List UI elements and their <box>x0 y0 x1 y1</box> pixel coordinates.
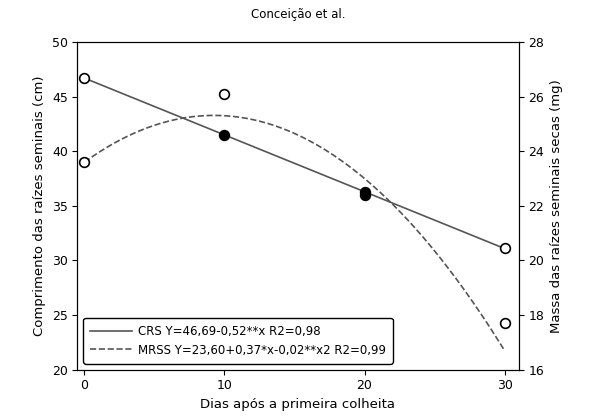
Text: Conceição et al.: Conceição et al. <box>251 8 345 21</box>
X-axis label: Dias após a primeira colheita: Dias após a primeira colheita <box>200 398 396 411</box>
Y-axis label: Comprimento das raízes seminais (cm): Comprimento das raízes seminais (cm) <box>33 76 46 336</box>
Legend: CRS Y=46,69-0,52**x R2=0,98, MRSS Y=23,60+0,37*x-0,02**x2 R2=0,99: CRS Y=46,69-0,52**x R2=0,98, MRSS Y=23,6… <box>83 318 393 364</box>
Y-axis label: Massa das raízes seminais secas (mg): Massa das raízes seminais secas (mg) <box>550 79 563 333</box>
